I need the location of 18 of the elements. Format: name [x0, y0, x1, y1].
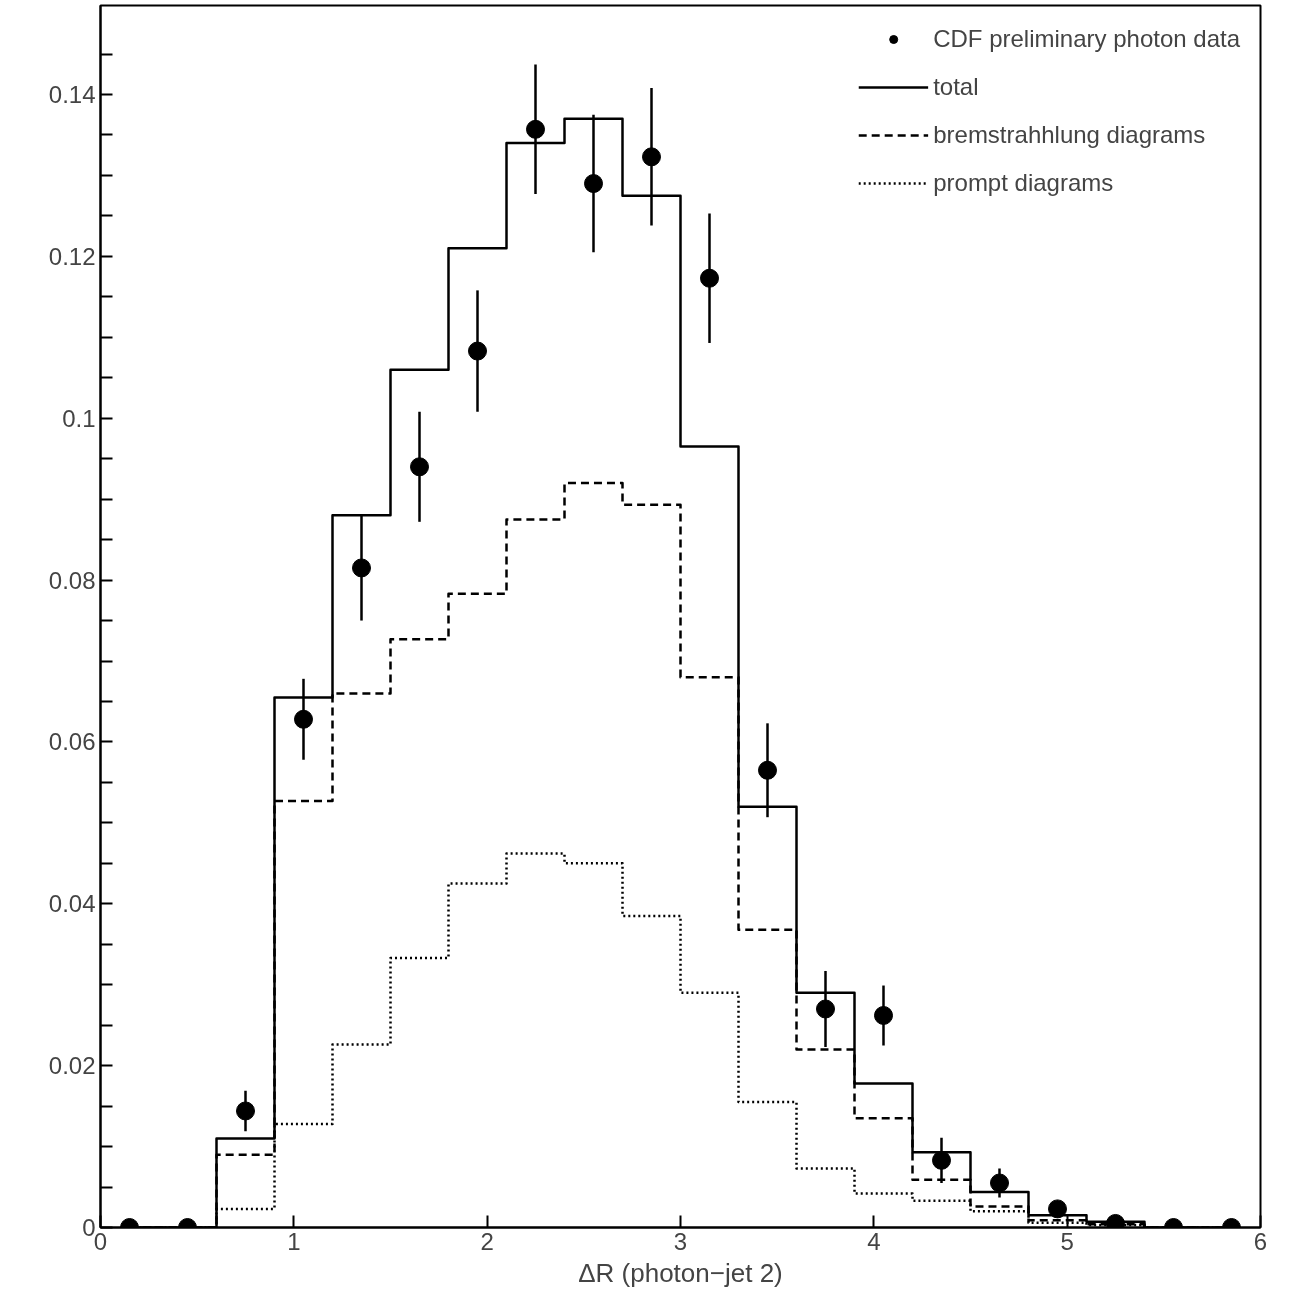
legend-label: CDF preliminary photon data: [933, 25, 1240, 53]
y-tick-label: 0.14: [48, 81, 96, 109]
y-tick-label: 0.12: [48, 242, 96, 270]
y-tick-label: 0.04: [48, 890, 96, 918]
x-tick-label: 6: [1253, 1227, 1268, 1255]
x-tick-label: 2: [480, 1227, 494, 1255]
legend-label: total: [933, 73, 979, 101]
y-tick-label: 0.1: [62, 404, 96, 432]
x-tick-label: 5: [1060, 1227, 1074, 1255]
legend-label: bremstrahhlung diagrams: [933, 121, 1206, 149]
y-tick-label: 0.08: [48, 566, 96, 594]
x-tick-label: 3: [673, 1227, 688, 1255]
legend-label: prompt diagrams: [933, 169, 1114, 197]
y-tick-label: 0.02: [48, 1052, 96, 1080]
y-tick-label: 0.06: [48, 728, 96, 756]
x-tick-label: 4: [867, 1227, 881, 1255]
x-axis-title: ΔR (photon−jet 2): [578, 1257, 783, 1288]
x-tick-label: 1: [287, 1227, 301, 1255]
